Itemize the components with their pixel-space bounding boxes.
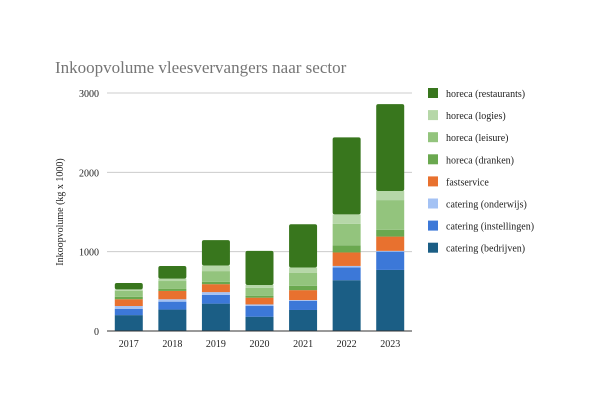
x-tick-label: 2018: [162, 339, 182, 350]
bar-segment: [201, 265, 230, 272]
bar-segment: [245, 306, 274, 317]
legend-swatch: [428, 242, 438, 253]
bar-segment: [332, 245, 361, 253]
bar-segment: [114, 290, 143, 297]
bar-segment: [289, 224, 318, 268]
bar-segment: [114, 308, 143, 316]
bar-segment: [201, 284, 230, 293]
legend-label: catering (bedrijven): [446, 244, 525, 255]
bar-segment: [289, 290, 318, 301]
y-tick-label: 3000: [79, 89, 99, 100]
legend-swatch: [428, 88, 438, 98]
bar-segment: [114, 299, 143, 307]
bar-segment: [245, 295, 274, 298]
bar-segment: [158, 281, 187, 289]
bar-segment: [201, 240, 230, 266]
bar-segment: [289, 272, 318, 286]
bar-segment: [376, 269, 405, 331]
bar-segment: [158, 290, 187, 300]
bar-segment: [245, 297, 274, 305]
bar-segment: [376, 229, 405, 237]
chart-title: Inkoopvolume vleesvervangers naar sector: [55, 58, 347, 77]
y-tick-label: 0: [94, 327, 99, 338]
bar-segment: [289, 267, 318, 273]
bar-segment: [201, 303, 230, 331]
legend-label: fastservice: [446, 177, 489, 188]
bar-segment: [245, 287, 274, 296]
x-tick-label: 2019: [206, 339, 226, 350]
bar-segment: [158, 301, 187, 310]
legend-swatch: [428, 220, 438, 231]
x-tick-label: 2020: [250, 339, 270, 350]
bar-segment: [332, 252, 361, 266]
legend-swatch: [428, 132, 438, 143]
y-tick-label: 2000: [79, 168, 99, 179]
bar-segment: [201, 271, 230, 282]
bar-segment: [158, 299, 187, 302]
legend-swatch: [428, 110, 438, 121]
bar-segment: [158, 288, 187, 291]
legend-label: horeca (logies): [446, 111, 506, 122]
bar-segment: [376, 200, 405, 230]
bar-segment: [114, 283, 143, 290]
x-tick-label: 2017: [119, 339, 139, 350]
bar-segment: [332, 267, 361, 281]
x-tick-label: 2021: [293, 339, 313, 350]
legend-swatch: [428, 154, 438, 165]
y-axis-label: Inkoopvolume (kg x 1000): [55, 158, 66, 266]
x-tick-label: 2023: [380, 339, 400, 350]
bar-segment: [332, 265, 361, 268]
legend-label: catering (instellingen): [446, 222, 534, 233]
bar-segment: [201, 294, 230, 304]
bar-segment: [114, 296, 143, 300]
bar-segment: [201, 292, 230, 295]
legend-label: catering (onderwijs): [446, 200, 527, 211]
bar-segment: [114, 306, 143, 309]
legend-swatch: [428, 176, 438, 187]
bar-segment: [289, 285, 318, 291]
legend-label: horeca (dranken): [446, 155, 514, 166]
bar-segment: [289, 300, 318, 310]
bar-segment: [332, 137, 361, 215]
bar-segment: [245, 304, 274, 307]
legend-label: horeca (leisure): [446, 133, 508, 144]
bar-segment: [245, 250, 274, 285]
bar-segment: [376, 236, 405, 251]
bar-segment: [158, 265, 187, 279]
bar-segment: [289, 300, 318, 301]
bar-segment: [158, 278, 187, 282]
legend-label: horeca (restaurants): [446, 89, 525, 100]
bar-segment: [289, 309, 318, 331]
bar-segment: [245, 284, 274, 288]
bar-segment: [376, 251, 405, 270]
bar-segment: [201, 281, 230, 285]
bar-segment: [158, 309, 187, 331]
bar-segment: [114, 289, 143, 291]
bar-segment: [376, 250, 405, 252]
legend-swatch: [428, 198, 438, 209]
bar-segment: [114, 315, 143, 331]
bar-segment: [376, 190, 405, 201]
bar-segment: [376, 104, 405, 191]
bar-segment: [245, 316, 274, 331]
y-tick-label: 1000: [79, 248, 99, 259]
bar-segment: [332, 223, 361, 246]
x-tick-label: 2022: [337, 339, 357, 350]
bar-segment: [332, 214, 361, 224]
bar-segment: [332, 280, 361, 331]
